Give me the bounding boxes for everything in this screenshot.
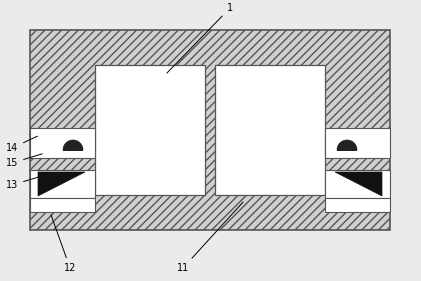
- Polygon shape: [337, 140, 357, 150]
- Bar: [30, 128, 95, 158]
- Bar: [325, 198, 390, 212]
- Bar: [30, 198, 95, 212]
- Polygon shape: [63, 140, 83, 150]
- Bar: [215, 65, 325, 195]
- Text: 14: 14: [6, 136, 37, 153]
- Polygon shape: [335, 172, 382, 196]
- Text: 11: 11: [177, 202, 243, 273]
- Polygon shape: [38, 172, 85, 196]
- Bar: [325, 170, 390, 198]
- Text: 12: 12: [51, 215, 76, 273]
- Text: 15: 15: [6, 154, 43, 168]
- Bar: [325, 128, 390, 158]
- Bar: [95, 65, 205, 195]
- Bar: [30, 170, 95, 198]
- Bar: [30, 30, 390, 230]
- Text: 13: 13: [6, 177, 39, 190]
- Text: 1: 1: [167, 3, 233, 73]
